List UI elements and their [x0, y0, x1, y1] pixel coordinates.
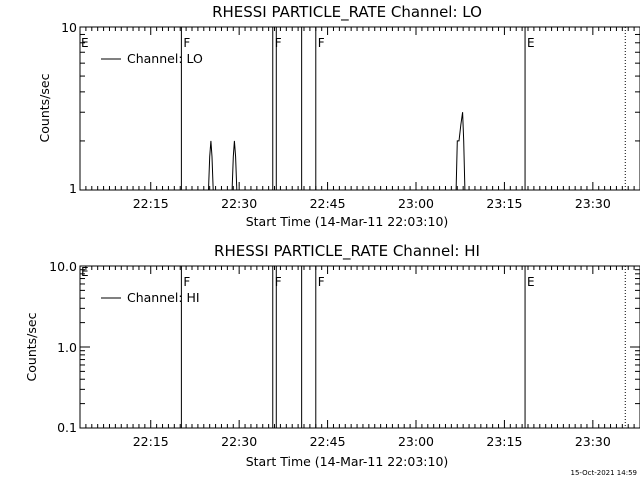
xtick-label: 22:45	[310, 434, 346, 449]
panel-hi-ytick-0-1: 0.1	[57, 420, 77, 435]
panel-hi-start-flag: E	[81, 265, 89, 279]
xtick-label: 22:15	[133, 434, 169, 449]
panel-lo-xticks: 22:15 22:30 22:45 23:00 23:15 23:30	[79, 27, 640, 211]
panel-hi-xticks: 22:15 22:30 22:45 23:00 23:15 23:30	[79, 266, 640, 449]
flag-marker-label: F	[318, 275, 325, 289]
panel-lo-ylabel: Counts/sec	[37, 73, 52, 142]
xtick-label: 23:15	[486, 196, 522, 211]
panel-hi-ylabel: Counts/sec	[24, 312, 39, 381]
flag-marker-label: F	[183, 36, 190, 50]
timestamp: 15-Oct-2021 14:59	[571, 469, 637, 477]
panel-lo-title: RHESSI PARTICLE_RATE Channel: LO	[212, 3, 482, 22]
series-line-lo	[208, 112, 466, 191]
legend-lo-label: Channel: LO	[127, 51, 203, 66]
legend-hi-label: Channel: HI	[127, 290, 200, 305]
flag-marker-label: F	[275, 275, 282, 289]
xtick-label: 22:30	[221, 196, 257, 211]
xtick-label: 22:15	[133, 196, 169, 211]
panel-lo-ytick-1: 1	[69, 181, 77, 196]
xtick-label: 22:30	[221, 434, 257, 449]
panel-hi-ytick-1: 1.0	[57, 340, 77, 355]
panel-hi-xlabel: Start Time (14-Mar-11 22:03:10)	[246, 454, 449, 469]
xtick-label: 22:45	[310, 196, 346, 211]
flag-marker-label: E	[527, 275, 535, 289]
xtick-label: 23:30	[575, 434, 611, 449]
panel-lo-ytick-10: 10	[61, 20, 77, 35]
panel-lo-yminor-ticks	[80, 26, 640, 191]
panel-lo: RHESSI PARTICLE_RATE Channel: LO Counts/…	[37, 3, 640, 229]
panel-hi-yminor-ticks	[80, 265, 640, 429]
flag-marker-label: F	[183, 275, 190, 289]
xtick-label: 23:15	[486, 434, 522, 449]
flag-marker-label: F	[275, 36, 282, 50]
flag-marker-label: F	[318, 36, 325, 50]
panel-lo-xlabel: Start Time (14-Mar-11 22:03:10)	[246, 214, 449, 229]
flag-marker-label: E	[527, 36, 535, 50]
xtick-label: 23:00	[398, 434, 434, 449]
panel-hi-title: RHESSI PARTICLE_RATE Channel: HI	[214, 242, 480, 261]
panel-hi: RHESSI PARTICLE_RATE Channel: HI Counts/…	[24, 242, 640, 469]
xtick-label: 23:30	[575, 196, 611, 211]
xtick-label: 23:00	[398, 196, 434, 211]
panel-hi-ytick-10: 10.0	[49, 259, 77, 274]
panel-lo-start-flag: E	[81, 36, 89, 50]
